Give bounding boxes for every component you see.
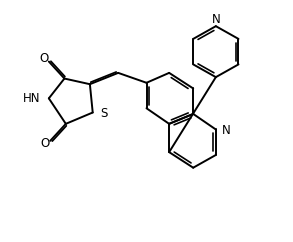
Text: S: S [100,107,108,121]
Text: O: O [39,52,48,65]
Text: O: O [40,137,50,150]
Text: N: N [222,124,231,137]
Text: N: N [212,14,220,26]
Text: HN: HN [23,92,40,105]
